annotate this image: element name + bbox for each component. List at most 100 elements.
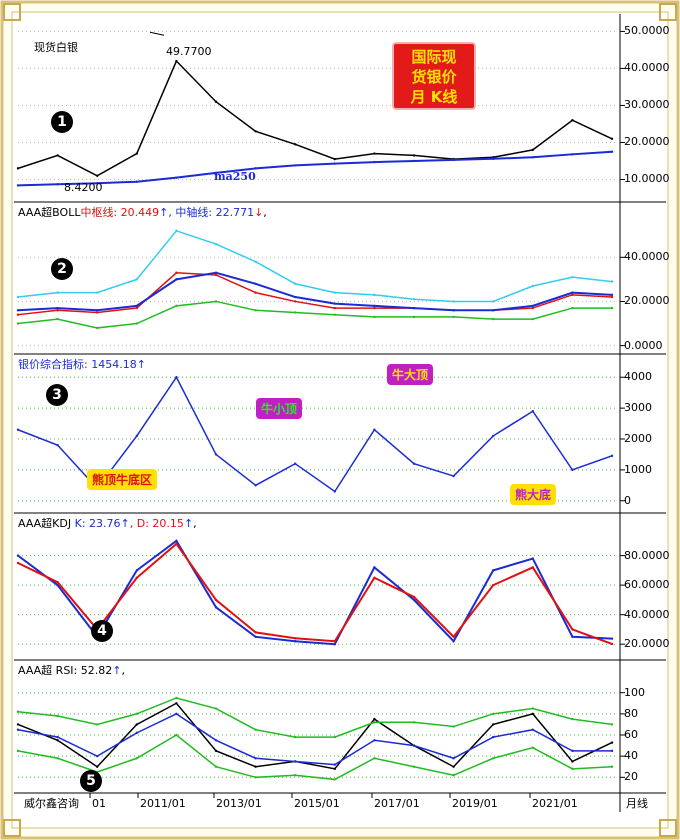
series-line-中枢线	[17, 271, 613, 316]
data-point	[56, 739, 59, 742]
x-tick-label: 01	[92, 797, 106, 810]
data-point	[412, 765, 416, 768]
data-point	[294, 735, 297, 739]
data-point	[16, 322, 20, 325]
boll-mid-arrow: ↑	[159, 206, 169, 219]
series-line-lower	[17, 300, 612, 329]
data-point	[531, 746, 534, 749]
y-tick-label: 0.0000	[624, 338, 663, 352]
credit-label: 威尔鑫咨询	[24, 797, 79, 810]
data-point	[571, 293, 574, 297]
data-point	[16, 749, 20, 753]
kdj-d-arrow: ↑	[183, 517, 194, 530]
data-point	[214, 707, 218, 710]
data-point	[571, 291, 574, 294]
data-point	[16, 710, 20, 713]
data-point	[571, 628, 574, 631]
y-tick-label: 20	[624, 770, 638, 784]
y-tick-label: 80.0000	[624, 548, 670, 562]
data-point	[214, 765, 218, 768]
data-point	[56, 735, 59, 739]
data-point	[452, 474, 455, 478]
data-point	[373, 717, 376, 721]
data-point	[610, 150, 614, 153]
data-point	[254, 309, 257, 312]
data-point	[610, 741, 614, 744]
data-point	[333, 490, 336, 493]
data-point	[412, 744, 416, 747]
data-point	[96, 765, 99, 768]
data-point	[96, 174, 99, 177]
boll-mid-label: 中枢线: 20.449	[80, 206, 160, 219]
series-line-银价综合指标	[17, 375, 613, 493]
data-point	[610, 723, 614, 726]
data-point	[214, 300, 218, 303]
series-line-D	[17, 542, 613, 645]
data-point	[56, 583, 59, 587]
title-box: 国际现 货银价 月 K线	[392, 42, 476, 110]
data-point	[254, 635, 257, 639]
data-point	[412, 598, 416, 602]
data-point	[254, 631, 257, 634]
data-point	[333, 162, 336, 165]
data-point	[333, 642, 336, 646]
boll-axis-arrow: ↓	[254, 206, 264, 219]
data-point	[254, 167, 257, 170]
y-tick-label: 40	[624, 749, 638, 763]
data-point	[571, 749, 574, 753]
data-point	[531, 317, 534, 321]
data-point	[373, 293, 376, 297]
data-point	[135, 306, 138, 310]
data-point	[16, 561, 20, 565]
boll-title-prefix: AAA超BOLL	[18, 206, 81, 219]
data-point	[294, 773, 297, 777]
data-point	[373, 566, 376, 569]
y-tick-label: 30.0000	[624, 98, 670, 112]
data-point	[254, 260, 257, 263]
data-point	[135, 304, 138, 308]
y-tick-label: 40.0000	[624, 250, 670, 264]
data-point	[333, 640, 336, 643]
data-point	[294, 164, 297, 167]
data-point	[531, 306, 534, 310]
data-point	[610, 637, 614, 640]
data-point	[175, 542, 178, 546]
data-point	[96, 311, 99, 314]
series-line-price	[17, 59, 613, 177]
data-point	[135, 322, 138, 325]
data-point	[56, 317, 59, 321]
data-point	[294, 311, 297, 314]
data-point	[571, 767, 574, 771]
x-tick-label: 2011/01	[140, 797, 186, 810]
data-point	[531, 712, 534, 716]
data-point	[135, 731, 138, 735]
boll-axis-label: , 中轴线: 22.771	[168, 206, 255, 219]
data-point	[492, 300, 495, 303]
data-point	[214, 171, 218, 175]
y-tick-label: 10.0000	[624, 172, 670, 186]
data-point	[610, 306, 614, 310]
data-point	[135, 723, 138, 726]
data-point	[16, 184, 20, 187]
data-point	[175, 376, 178, 379]
y-tick-label: 3000	[624, 401, 652, 415]
y-tick-label: 4000	[624, 370, 652, 384]
data-point	[175, 176, 178, 179]
y-tick-label: 80	[624, 706, 638, 720]
data-point	[492, 712, 495, 716]
panel-5-number-badge: 5	[80, 770, 102, 792]
data-point	[492, 317, 495, 321]
data-point	[452, 309, 455, 312]
data-point	[175, 539, 178, 543]
data-point	[175, 271, 178, 274]
data-point	[135, 180, 138, 183]
data-point	[412, 721, 416, 724]
data-point	[452, 158, 455, 162]
data-point	[452, 765, 455, 768]
data-point	[214, 100, 218, 103]
data-point	[135, 569, 138, 572]
data-point	[135, 757, 138, 760]
data-point	[254, 757, 257, 760]
x-tick-label: 2017/01	[374, 797, 420, 810]
data-point	[175, 702, 178, 705]
